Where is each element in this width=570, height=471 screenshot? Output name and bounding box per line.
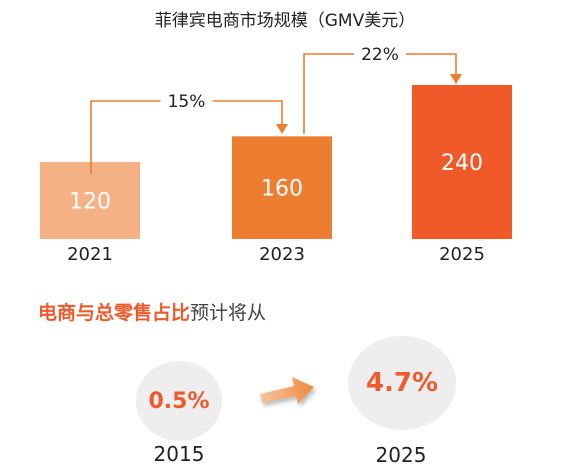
share-value-2015: 0.5%: [148, 388, 210, 414]
bar-2025: [412, 84, 512, 239]
share-value-2025: 4.7%: [365, 368, 439, 398]
bar-chart: 120 2021 160 2023 240 2025 15% 22%: [40, 40, 512, 265]
bar-value-label-2023: 160: [261, 177, 303, 202]
share-circle-2015: 0.5%: [136, 361, 222, 441]
heading-highlight: 电商与总零售占比: [38, 302, 191, 324]
growth-label-bg-2023: [160, 87, 213, 115]
growth-label-2023: 15%: [168, 92, 206, 112]
category-label-2021: 2021: [67, 244, 113, 265]
growth-arrowhead-2023: [276, 124, 288, 134]
chart-title: 菲律宾电商市场规模（GMV美元）: [154, 11, 416, 31]
category-label-2025: 2025: [439, 244, 485, 265]
retail-share-heading: 电商与总零售占比预计将从: [38, 298, 266, 325]
bar-value-label-2021: 120: [69, 189, 111, 214]
growth-arrow-icon: [260, 377, 314, 404]
share-circle-2025: 4.7%: [348, 336, 456, 430]
share-year-2025: 2025: [375, 443, 427, 467]
heading-rest: 预计将从: [190, 302, 267, 324]
growth-arrowhead-2025: [450, 74, 462, 84]
category-label-2023: 2023: [259, 244, 305, 265]
bar-value-label-2025: 240: [441, 151, 483, 176]
bar-2021: [40, 161, 140, 239]
share-year-2015: 2015: [153, 442, 205, 466]
bar-2023: [232, 136, 332, 239]
growth-label-2025: 22%: [361, 45, 399, 65]
growth-label-bg-2025: [354, 40, 406, 68]
